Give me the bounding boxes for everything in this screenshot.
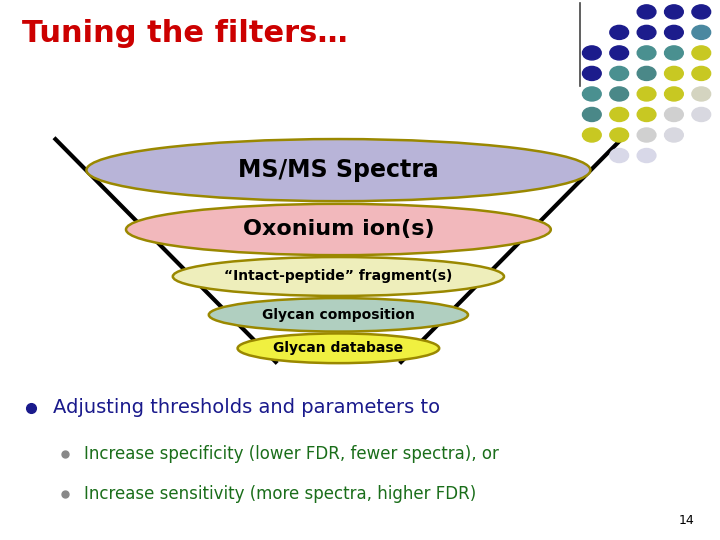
Text: 14: 14 [679,514,695,526]
Circle shape [610,66,629,80]
Circle shape [637,46,656,60]
Circle shape [610,46,629,60]
Text: “Intact-peptide” fragment(s): “Intact-peptide” fragment(s) [224,269,453,284]
Text: Adjusting thresholds and parameters to: Adjusting thresholds and parameters to [53,398,440,417]
Circle shape [665,46,683,60]
Circle shape [637,5,656,19]
Circle shape [610,87,629,101]
Circle shape [692,5,711,19]
Circle shape [637,128,656,142]
Ellipse shape [209,298,468,332]
Circle shape [665,66,683,80]
Circle shape [637,66,656,80]
Circle shape [610,107,629,122]
Circle shape [665,25,683,39]
Ellipse shape [173,257,504,296]
Text: Oxonium ion(s): Oxonium ion(s) [243,219,434,240]
Circle shape [637,148,656,163]
Ellipse shape [238,333,439,363]
Circle shape [665,87,683,101]
Circle shape [582,46,601,60]
Text: Increase specificity (lower FDR, fewer spectra), or: Increase specificity (lower FDR, fewer s… [84,444,499,463]
Ellipse shape [126,204,551,255]
Circle shape [610,128,629,142]
Circle shape [637,87,656,101]
Ellipse shape [86,139,590,201]
Text: Tuning the filters…: Tuning the filters… [22,19,347,48]
Text: Glycan database: Glycan database [274,341,403,355]
Circle shape [692,25,711,39]
Circle shape [665,128,683,142]
Circle shape [582,66,601,80]
Text: Increase sensitivity (more spectra, higher FDR): Increase sensitivity (more spectra, high… [84,485,477,503]
Circle shape [582,128,601,142]
Circle shape [610,148,629,163]
Text: Glycan composition: Glycan composition [262,308,415,322]
Circle shape [637,107,656,122]
Circle shape [692,46,711,60]
Circle shape [610,25,629,39]
Circle shape [665,5,683,19]
Circle shape [692,107,711,122]
Text: MS/MS Spectra: MS/MS Spectra [238,158,438,182]
Circle shape [665,107,683,122]
Circle shape [637,25,656,39]
Circle shape [582,87,601,101]
Circle shape [692,87,711,101]
Circle shape [582,107,601,122]
Circle shape [692,66,711,80]
